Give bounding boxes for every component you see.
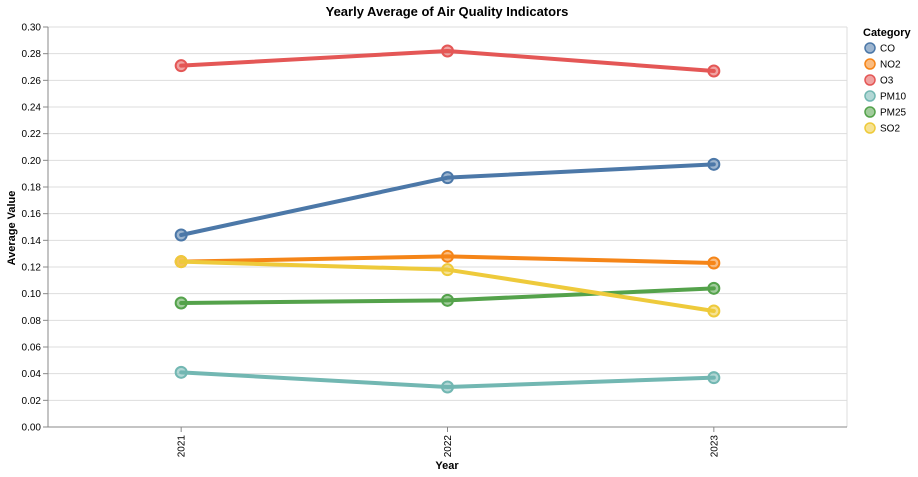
y-axis-title: Average Value	[6, 191, 18, 266]
y-tick-label: 0.26	[22, 76, 42, 87]
series-co	[174, 157, 721, 242]
chart-title: Yearly Average of Air Quality Indicators	[326, 4, 569, 19]
data-point-co[interactable]	[174, 228, 188, 242]
legend-label: NO2	[880, 60, 901, 71]
y-tick-label: 0.24	[22, 103, 42, 114]
data-point-o3[interactable]	[441, 44, 454, 58]
x-tick-label: 2021	[177, 435, 188, 458]
legend-item-pm25[interactable]: PM25	[864, 106, 907, 119]
data-point-no2[interactable]	[707, 256, 721, 270]
data-point-pm10[interactable]	[707, 371, 721, 385]
data-point-so2[interactable]	[707, 304, 721, 318]
legend-label: CO	[880, 44, 895, 55]
series-pm10	[174, 365, 721, 394]
data-point-o3[interactable]	[707, 64, 721, 78]
legend-swatch	[864, 106, 876, 118]
y-tick-label: 0.00	[22, 423, 42, 434]
axes: 0.00 0.02 0.04 0.06 0.08 0.10 0.12 0.14 0.16 0.18…	[22, 23, 847, 458]
x-tick-label: 2022	[443, 435, 454, 458]
y-tick-label: 0.04	[22, 369, 42, 380]
y-tick-label: 0.18	[22, 183, 42, 194]
legend-item-so2[interactable]: SO2	[864, 122, 900, 135]
legend-swatch	[864, 74, 876, 86]
gridlines	[48, 26, 848, 428]
y-tick-label: 0.12	[22, 263, 42, 274]
legend-label: PM10	[880, 92, 907, 103]
legend-label: PM25	[880, 108, 907, 119]
y-tick-label: 0.06	[22, 343, 42, 354]
legend-label: O3	[880, 76, 894, 87]
series-so2	[174, 255, 721, 318]
data-point-so2[interactable]	[441, 263, 454, 277]
y-tick-label: 0.20	[22, 156, 42, 167]
data-point-o3[interactable]	[174, 59, 188, 73]
y-tick-label: 0.10	[22, 289, 42, 300]
data-point-pm10[interactable]	[441, 380, 454, 394]
x-axis-title: Year	[435, 460, 459, 472]
legend-swatch	[864, 90, 876, 102]
y-tick-label: 0.08	[22, 316, 42, 327]
legend-item-pm10[interactable]: PM10	[864, 90, 907, 103]
y-tick-label: 0.30	[22, 23, 42, 34]
series-lines	[174, 44, 721, 394]
data-point-so2[interactable]	[174, 255, 188, 269]
x-tick-label: 2023	[709, 435, 720, 458]
series-o3	[174, 44, 721, 78]
legend-label: SO2	[880, 124, 900, 135]
y-tick-label: 0.28	[22, 49, 42, 60]
data-point-pm25[interactable]	[707, 281, 721, 295]
legend-title: Category	[863, 27, 912, 39]
legend-item-no2[interactable]: NO2	[864, 58, 901, 71]
legend: Category CO NO2 O3 PM10 PM25 SO2	[863, 27, 912, 135]
legend-item-o3[interactable]: O3	[864, 74, 894, 87]
data-point-pm25[interactable]	[174, 296, 188, 310]
y-tick-label: 0.02	[22, 396, 42, 407]
data-point-co[interactable]	[441, 171, 454, 185]
data-point-no2[interactable]	[441, 249, 454, 263]
legend-swatch	[864, 42, 876, 54]
data-point-pm10[interactable]	[174, 365, 188, 379]
data-point-co[interactable]	[707, 157, 721, 171]
legend-item-co[interactable]: CO	[864, 42, 895, 55]
y-tick-label: 0.14	[22, 236, 42, 247]
y-tick-label: 0.16	[22, 209, 42, 220]
data-point-pm25[interactable]	[441, 293, 454, 307]
legend-swatch	[864, 122, 876, 134]
legend-swatch	[864, 58, 876, 70]
series-pm25	[174, 281, 721, 310]
y-tick-label: 0.22	[22, 129, 42, 140]
